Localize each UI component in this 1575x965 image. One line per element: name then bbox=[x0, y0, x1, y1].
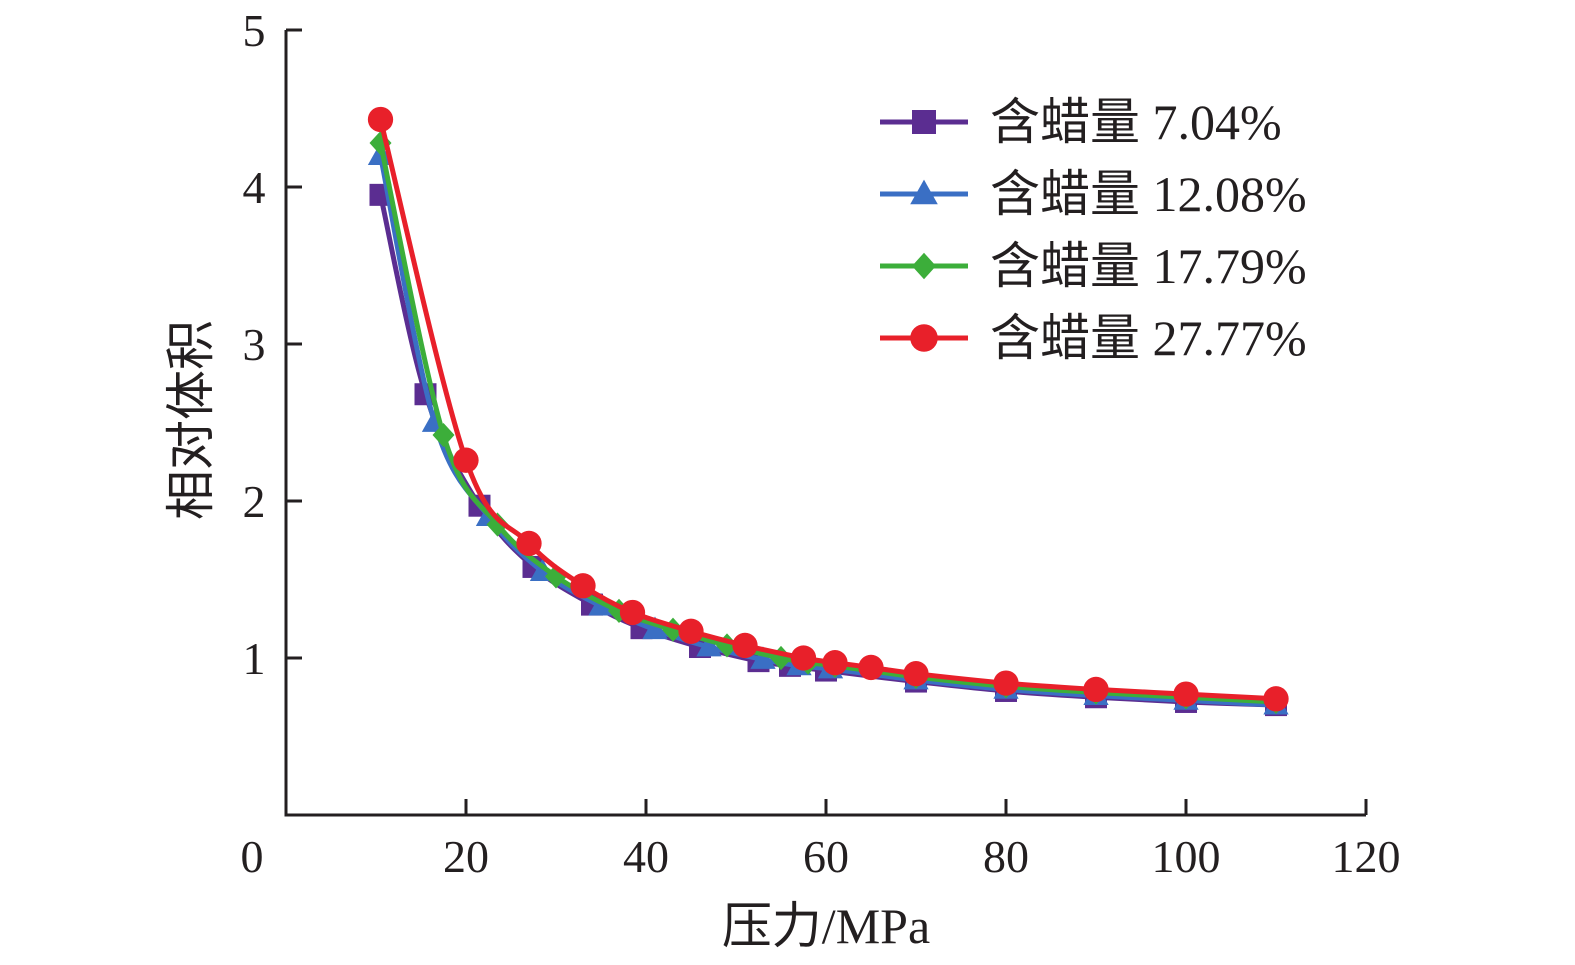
data-point bbox=[903, 661, 928, 686]
y-tick-label: 2 bbox=[243, 476, 266, 527]
data-point bbox=[453, 448, 478, 473]
x-tick-label: 100 bbox=[1152, 831, 1221, 882]
y-tick-label: 4 bbox=[243, 162, 266, 213]
x-tick-label: 60 bbox=[803, 831, 849, 882]
data-point bbox=[822, 650, 847, 675]
x-tick-label: 20 bbox=[443, 831, 489, 882]
origin-tick-label: 0 bbox=[241, 831, 264, 882]
legend-label: 含蜡量 12.08% bbox=[990, 166, 1307, 222]
y-tick-label: 3 bbox=[243, 319, 266, 370]
legend-item: 含蜡量 7.04% bbox=[880, 94, 1282, 150]
series-triangle bbox=[368, 142, 1289, 714]
x-tick-label: 40 bbox=[623, 831, 669, 882]
x-tick-label: 80 bbox=[983, 831, 1029, 882]
y-axis-title: 相对体积 bbox=[163, 320, 219, 520]
data-point bbox=[732, 633, 757, 658]
data-point bbox=[1083, 677, 1108, 702]
legend-marker bbox=[912, 253, 936, 279]
data-point bbox=[1263, 686, 1288, 711]
data-point bbox=[368, 107, 393, 132]
x-axis-title: 压力/MPa bbox=[722, 898, 930, 954]
chart-canvas: 0 20 40 60 80 100 120 1 2 3 4 5 压力/MPa 相对体积 含蜡量 7.… bbox=[0, 0, 1575, 965]
data-point bbox=[993, 670, 1018, 695]
legend-label: 含蜡量 17.79% bbox=[990, 238, 1307, 294]
data-point bbox=[516, 531, 541, 556]
legend-item: 含蜡量 17.79% bbox=[880, 238, 1307, 294]
series-line bbox=[381, 143, 1277, 702]
legend-item: 含蜡量 27.77% bbox=[880, 310, 1307, 366]
data-point bbox=[1173, 681, 1198, 706]
legend-item: 含蜡量 12.08% bbox=[880, 166, 1307, 222]
legend-label: 含蜡量 7.04% bbox=[990, 94, 1282, 150]
data-point bbox=[791, 645, 816, 670]
data-point bbox=[858, 655, 883, 680]
y-tick-label: 5 bbox=[243, 5, 266, 56]
data-point bbox=[678, 619, 703, 644]
legend-marker bbox=[912, 110, 936, 134]
data-point bbox=[620, 600, 645, 625]
legend-marker bbox=[910, 324, 938, 352]
legend-label: 含蜡量 27.77% bbox=[990, 310, 1307, 366]
x-tick-label: 120 bbox=[1332, 831, 1401, 882]
legend: 含蜡量 7.04% 含蜡量 12.08% 含蜡量 17.79% 含蜡量 27.77% bbox=[880, 94, 1307, 366]
data-point bbox=[570, 573, 595, 598]
y-tick-label: 1 bbox=[243, 633, 266, 684]
